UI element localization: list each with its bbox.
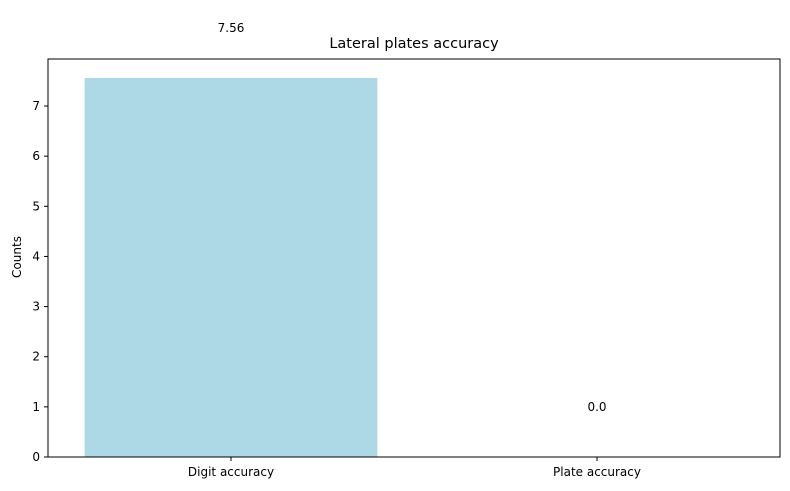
data-labels: 7.56 0.0 bbox=[218, 21, 607, 414]
chart-title: Lateral plates accuracy bbox=[329, 36, 499, 52]
y-tick-label: 2 bbox=[32, 350, 40, 364]
plot-frame bbox=[47, 58, 781, 458]
y-axis-label: Counts bbox=[10, 236, 24, 278]
data-label: 7.56 bbox=[218, 21, 245, 35]
y-tick-label: 7 bbox=[32, 99, 40, 113]
y-tick-label: 4 bbox=[32, 249, 40, 263]
x-tick-label: Plate accuracy bbox=[553, 465, 641, 479]
y-tick-label: 3 bbox=[32, 300, 40, 314]
y-tick-label: 6 bbox=[32, 149, 40, 163]
data-label: 0.0 bbox=[587, 400, 606, 414]
y-tick-label: 0 bbox=[32, 450, 40, 464]
bar bbox=[84, 77, 378, 457]
y-axis-ticks: 0 1 2 3 4 5 6 7 bbox=[32, 99, 48, 464]
bars bbox=[84, 77, 378, 457]
y-tick-label: 5 bbox=[32, 199, 40, 213]
x-axis-ticks: Digit accuracy Plate accuracy bbox=[188, 457, 641, 479]
y-tick-label: 1 bbox=[32, 400, 40, 414]
x-tick-label: Digit accuracy bbox=[188, 465, 274, 479]
